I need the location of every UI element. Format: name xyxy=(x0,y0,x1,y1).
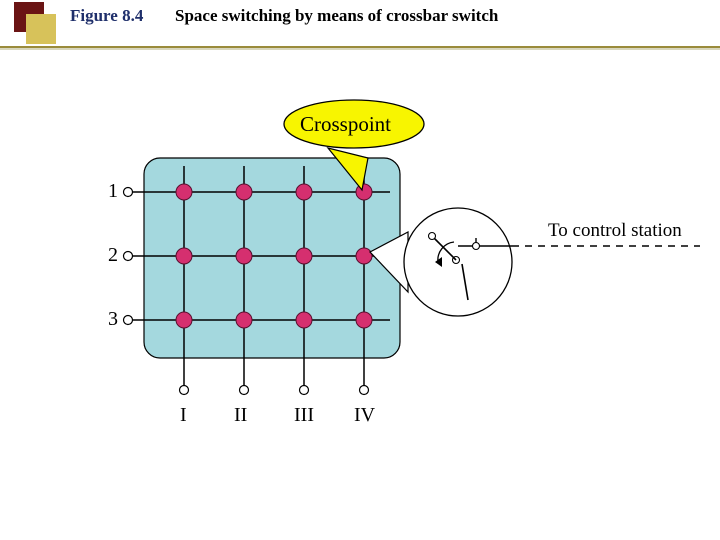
crosspoint-dot xyxy=(296,248,312,264)
column-terminal xyxy=(360,386,369,395)
crosspoint-dot xyxy=(296,312,312,328)
switch-terminal xyxy=(473,243,480,250)
row-terminal xyxy=(124,188,133,197)
row-terminal xyxy=(124,316,133,325)
crosspoint-dot xyxy=(236,312,252,328)
crosspoint-dot xyxy=(236,248,252,264)
row-label: 2 xyxy=(108,244,118,267)
switch-arm-tip xyxy=(429,233,436,240)
column-label: III xyxy=(294,404,314,427)
crosspoint-dot xyxy=(296,184,312,200)
crosspoint-dot xyxy=(356,312,372,328)
column-terminal xyxy=(180,386,189,395)
crossbar-diagram xyxy=(0,0,720,540)
column-terminal xyxy=(300,386,309,395)
crosspoint-dot xyxy=(356,248,372,264)
row-label: 1 xyxy=(108,180,118,203)
row-terminal xyxy=(124,252,133,261)
crosspoint-dot xyxy=(236,184,252,200)
column-terminal xyxy=(240,386,249,395)
crosspoint-callout-label: Crosspoint xyxy=(300,112,391,137)
column-label: I xyxy=(180,404,187,427)
column-label: IV xyxy=(354,404,375,427)
column-label: II xyxy=(234,404,247,427)
crosspoint-dot xyxy=(176,184,192,200)
crosspoint-dot xyxy=(176,248,192,264)
row-label: 3 xyxy=(108,308,118,331)
control-station-label: To control station xyxy=(548,220,682,242)
crosspoint-dot xyxy=(176,312,192,328)
slide: { "header": { "fig_label": "Figure 8.4",… xyxy=(0,0,720,540)
